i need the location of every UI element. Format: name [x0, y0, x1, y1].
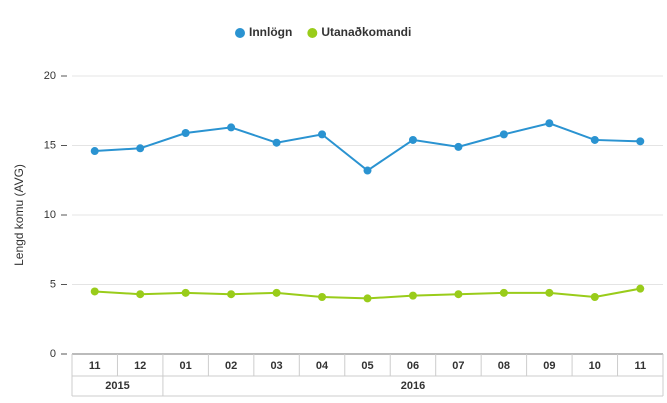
data-point: [590, 293, 599, 302]
legend-label: Innlögn: [249, 25, 292, 39]
data-point: [90, 147, 99, 156]
x-tick-label: 03: [270, 360, 282, 372]
group-label: 2016: [401, 380, 425, 392]
data-point: [181, 128, 190, 137]
data-point: [545, 288, 554, 297]
y-axis-label: Lengd komu (AVG): [12, 164, 26, 266]
x-tick-label: 02: [225, 360, 237, 372]
y-tick-label: 15: [44, 139, 56, 151]
data-point: [454, 142, 463, 151]
y-tick-label: 0: [50, 348, 56, 360]
data-point: [272, 288, 281, 297]
y-tick-label: 10: [44, 209, 56, 221]
data-point: [272, 138, 281, 147]
data-point: [636, 284, 645, 293]
y-tick-label: 20: [44, 70, 56, 82]
x-tick-label: 12: [134, 360, 146, 372]
x-tick-label: 07: [452, 360, 464, 372]
data-point: [318, 130, 327, 139]
x-tick-label: 06: [407, 360, 419, 372]
group-label: 2015: [105, 380, 129, 392]
x-tick-label: 08: [498, 360, 510, 372]
legend-marker: [235, 28, 245, 38]
data-point: [408, 135, 417, 144]
data-point: [590, 135, 599, 144]
x-tick-label: 04: [316, 360, 329, 372]
legend-label: Utanaðkomandi: [321, 25, 411, 39]
data-point: [499, 130, 508, 139]
legend-marker: [307, 28, 318, 38]
data-point: [136, 144, 145, 153]
data-point: [454, 290, 463, 299]
data-point: [318, 293, 327, 302]
data-point: [136, 290, 145, 299]
data-point: [90, 287, 99, 296]
x-tick-label: 10: [589, 360, 601, 372]
data-point: [499, 288, 508, 297]
x-tick-label: 09: [543, 360, 555, 372]
x-tick-label: 01: [180, 360, 192, 372]
data-point: [636, 137, 645, 146]
x-tick-label: 11: [634, 360, 646, 372]
x-tick-label: 05: [361, 360, 373, 372]
x-tick-label: 11: [89, 360, 101, 372]
data-point: [545, 119, 554, 128]
series-line: [94, 122, 641, 172]
data-point: [181, 288, 190, 297]
y-tick-label: 5: [50, 278, 56, 290]
data-point: [408, 291, 417, 300]
data-point: [227, 123, 236, 132]
data-point: [363, 166, 372, 175]
data-point: [363, 294, 372, 303]
data-point: [227, 290, 236, 299]
